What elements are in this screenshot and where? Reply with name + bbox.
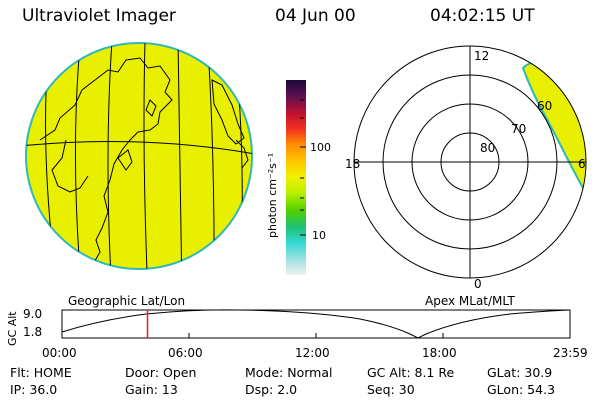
altitude-axis-label: GC Alt <box>6 311 19 346</box>
date-label: 04 Jun 00 <box>275 6 356 26</box>
mlat-label-70: 70 <box>511 122 526 136</box>
altitude-curve <box>61 309 571 339</box>
altitude-tick-9: 9.0 <box>23 307 43 321</box>
status-gc-alt: GC Alt: 8.1 Re <box>367 365 455 380</box>
mlat-label-60: 60 <box>537 99 552 113</box>
mlt-label-6: 6 <box>578 157 586 171</box>
status-ip: IP: 36.0 <box>10 382 58 397</box>
coastline <box>51 139 89 193</box>
time-tick-0600: 06:00 <box>168 346 203 360</box>
colorbar-tick-10: 10 <box>312 229 326 242</box>
status-mode: Mode: Normal <box>245 365 333 380</box>
geographic-map <box>25 42 253 270</box>
status-dsp: Dsp: 2.0 <box>245 382 298 397</box>
mlat-label-80: 80 <box>480 141 495 155</box>
coastline <box>211 79 245 145</box>
colorbar-unit-label: photon cm⁻²s⁻¹ <box>266 152 279 238</box>
time-tick-2359: 23:59 <box>553 346 588 360</box>
coastline <box>235 139 249 169</box>
time-tick-1800: 18:00 <box>422 346 457 360</box>
altitude-plot <box>61 309 571 339</box>
magnetic-map-label: Apex MLat/MLT <box>425 294 515 308</box>
status-glon: GLon: 54.3 <box>487 382 556 397</box>
altitude-tick-1-8: 1.8 <box>23 325 43 339</box>
status-gain: Gain: 13 <box>125 382 178 397</box>
geo-disk <box>25 42 253 270</box>
equator-line <box>26 141 252 155</box>
colorbar-tick-100: 100 <box>310 141 331 154</box>
time-label: 04:02:15 UT <box>430 6 535 26</box>
mlt-label-18: 18 <box>345 157 360 171</box>
status-flight: Flt: HOME <box>10 365 72 380</box>
coastline <box>145 99 157 117</box>
time-tick-0000: 00:00 <box>42 346 77 360</box>
coastline <box>39 57 173 269</box>
coastline <box>117 149 133 171</box>
app-title: Ultraviolet Imager <box>22 6 176 26</box>
geographic-map-label: Geographic Lat/Lon <box>68 294 186 308</box>
meridian-line <box>143 43 149 269</box>
status-seq: Seq: 30 <box>367 382 415 397</box>
status-door: Door: Open <box>125 365 197 380</box>
status-glat: GLat: 30.9 <box>487 365 553 380</box>
magnetic-polar-map: 12 18 6 0 60 70 80 <box>345 45 587 291</box>
mlt-label-12: 12 <box>474 49 489 63</box>
mlt-label-0: 0 <box>474 277 482 291</box>
color-scale-axis: 100 10 <box>300 99 331 242</box>
color-scale-bar <box>286 80 306 275</box>
time-tick-1200: 12:00 <box>295 346 330 360</box>
